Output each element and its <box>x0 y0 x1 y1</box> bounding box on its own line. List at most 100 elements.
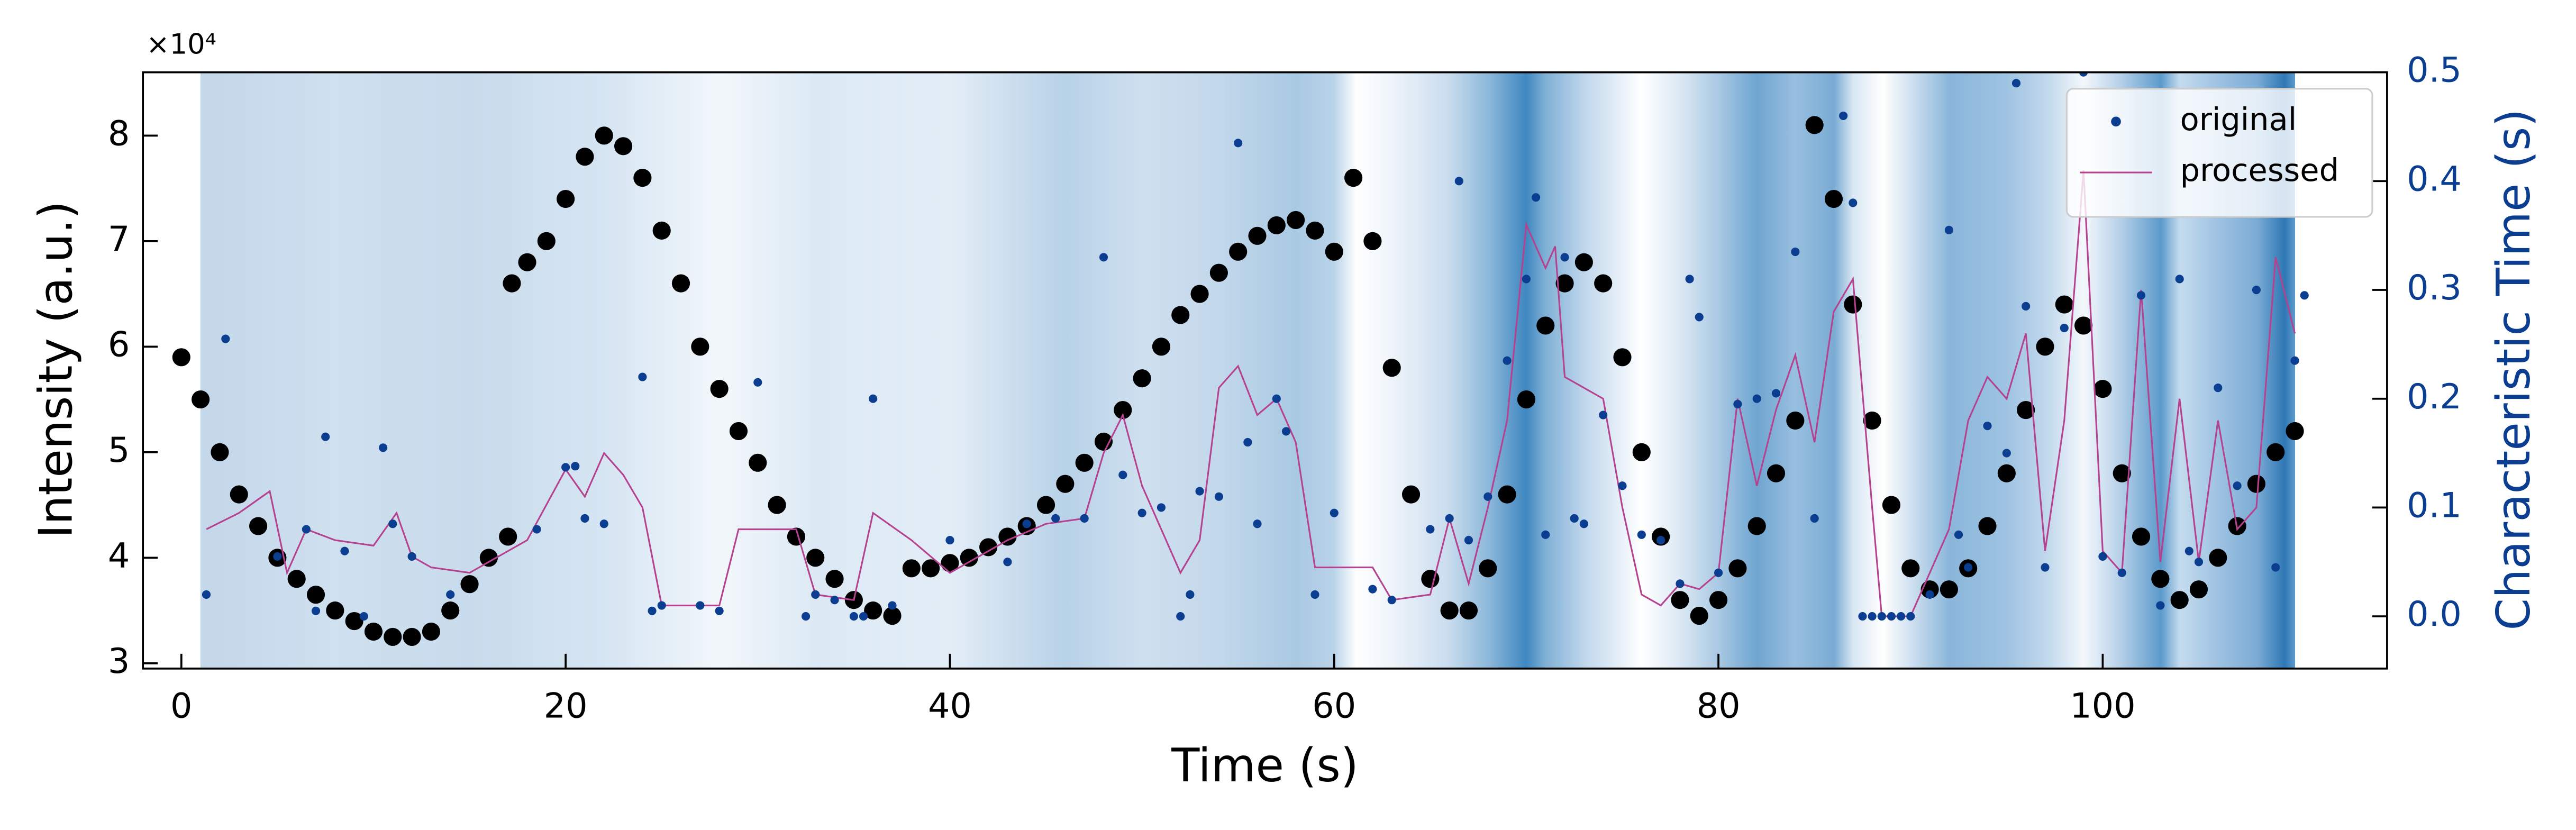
data-point <box>1195 487 1204 496</box>
intensity-point <box>1248 226 1267 245</box>
intensity-point <box>1978 517 1997 535</box>
intensity-point <box>710 380 729 398</box>
intensity-point <box>768 496 786 514</box>
axes: 0 20 40 60 80 100 3 4 5 6 7 8 0.0 0.1 0.2 0.3 0.4 0.5 <box>108 50 2462 726</box>
data-point <box>532 525 541 534</box>
intensity-point <box>883 606 902 625</box>
intensity-point <box>1325 242 1343 261</box>
intensity-point <box>503 274 521 293</box>
intensity-point <box>479 549 498 567</box>
data-point <box>2079 72 2088 77</box>
data-point <box>1426 525 1435 534</box>
intensity-point <box>1075 453 1094 472</box>
data-point <box>1810 514 1819 523</box>
data-point <box>599 519 608 528</box>
data-point <box>2060 323 2069 333</box>
intensity-point <box>2036 338 2054 356</box>
intensity-point <box>249 517 268 535</box>
intensity-point <box>2209 549 2227 567</box>
intensity-point <box>614 137 633 156</box>
data-point <box>1771 389 1781 398</box>
data-point <box>571 462 580 471</box>
data-point <box>1858 612 1867 621</box>
data-point <box>1868 612 1877 621</box>
data-point <box>1099 253 1108 262</box>
data-point <box>1330 508 1339 517</box>
data-point <box>1560 253 1569 262</box>
x-axis-label: Time (s) <box>1171 738 1359 792</box>
data-point <box>1618 481 1627 490</box>
data-point <box>1714 568 1723 577</box>
intensity-point <box>1594 274 1613 293</box>
data-point <box>221 334 230 343</box>
intensity-point <box>1056 475 1075 493</box>
data-point <box>1733 399 1742 409</box>
data-point <box>273 552 282 561</box>
intensity-point <box>1747 517 1766 535</box>
legend-marker <box>2111 116 2121 127</box>
data-point <box>1541 530 1550 539</box>
data-point <box>945 536 954 545</box>
intensity-point <box>1190 285 1209 303</box>
data-point <box>2002 449 2011 458</box>
intensity-point <box>633 169 652 187</box>
data-point <box>302 525 311 534</box>
data-point <box>2300 291 2309 300</box>
intensity-point <box>2132 527 2151 546</box>
y-axis-label: Intensity (a.u.) <box>29 201 83 539</box>
data-point <box>1599 411 1608 419</box>
intensity-point <box>1728 559 1747 578</box>
data-point <box>638 372 647 381</box>
data-point <box>849 612 858 621</box>
intensity-point <box>1229 242 1248 261</box>
intensity-point <box>652 221 671 240</box>
intensity-point <box>576 148 594 166</box>
intensity-point <box>595 126 613 145</box>
data-point <box>1887 612 1896 621</box>
data-point <box>2011 79 2021 88</box>
data-point <box>1906 612 1915 621</box>
data-point <box>1310 590 1319 599</box>
data-point <box>1695 313 1704 322</box>
data-point <box>753 378 762 387</box>
intensity-point <box>1574 253 1593 271</box>
data-point <box>1368 585 1377 594</box>
intensity-point <box>1036 496 1055 514</box>
data-point <box>1003 558 1012 567</box>
intensity-point <box>499 527 517 546</box>
data-point <box>1925 590 1934 599</box>
intensity-point <box>749 453 767 472</box>
intensity-point <box>1882 496 1901 514</box>
data-point <box>1954 530 1963 539</box>
intensity-point <box>1479 559 1497 578</box>
y2-tick-label: 0.1 <box>2407 485 2462 525</box>
intensity-point <box>1440 601 1459 620</box>
intensity-point <box>998 527 1017 546</box>
data-point <box>2233 481 2242 490</box>
intensity-point <box>2189 580 2208 599</box>
intensity-point <box>230 485 248 504</box>
intensity-point <box>922 559 940 578</box>
intensity-point <box>2170 591 2189 609</box>
data-point <box>407 552 416 561</box>
data-point <box>580 514 589 523</box>
intensity-point <box>2151 570 2170 588</box>
y2-tick-label: 0.0 <box>2407 594 2462 634</box>
intensity-point <box>671 274 690 293</box>
data-point <box>2041 563 2050 572</box>
intensity-point <box>825 570 844 588</box>
legend-box <box>2065 88 2373 218</box>
intensity-point <box>1344 169 1363 187</box>
data-point <box>1656 536 1665 545</box>
data-point <box>1051 514 1060 523</box>
data-point <box>1849 198 1858 207</box>
intensity-point <box>1997 464 2016 482</box>
data-point <box>859 612 868 621</box>
legend: original processed <box>2065 88 2373 218</box>
intensity-point <box>403 627 421 646</box>
data-point <box>1080 514 1089 523</box>
intensity-point <box>1287 211 1305 230</box>
y-offset-label: ×10⁴ <box>146 29 216 61</box>
